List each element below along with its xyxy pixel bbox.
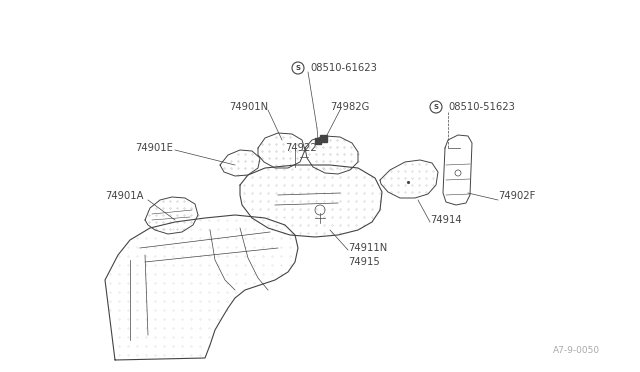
- Text: 74914: 74914: [430, 215, 461, 225]
- Text: A7-9-0050: A7-9-0050: [553, 346, 600, 355]
- Text: 08510-51623: 08510-51623: [448, 102, 515, 112]
- Text: 74902F: 74902F: [498, 191, 536, 201]
- Text: S: S: [433, 104, 438, 110]
- Text: 74901A: 74901A: [105, 191, 143, 201]
- Text: 74922: 74922: [285, 143, 317, 153]
- Bar: [320, 135, 327, 142]
- Text: 08510-61623: 08510-61623: [310, 63, 377, 73]
- Text: 74915: 74915: [348, 257, 380, 267]
- Text: S: S: [296, 65, 301, 71]
- Text: 74901N: 74901N: [229, 102, 268, 112]
- Text: 74901E: 74901E: [135, 143, 173, 153]
- Text: 74911N: 74911N: [348, 243, 387, 253]
- Text: 74982G: 74982G: [330, 102, 369, 112]
- Bar: [315, 138, 321, 144]
